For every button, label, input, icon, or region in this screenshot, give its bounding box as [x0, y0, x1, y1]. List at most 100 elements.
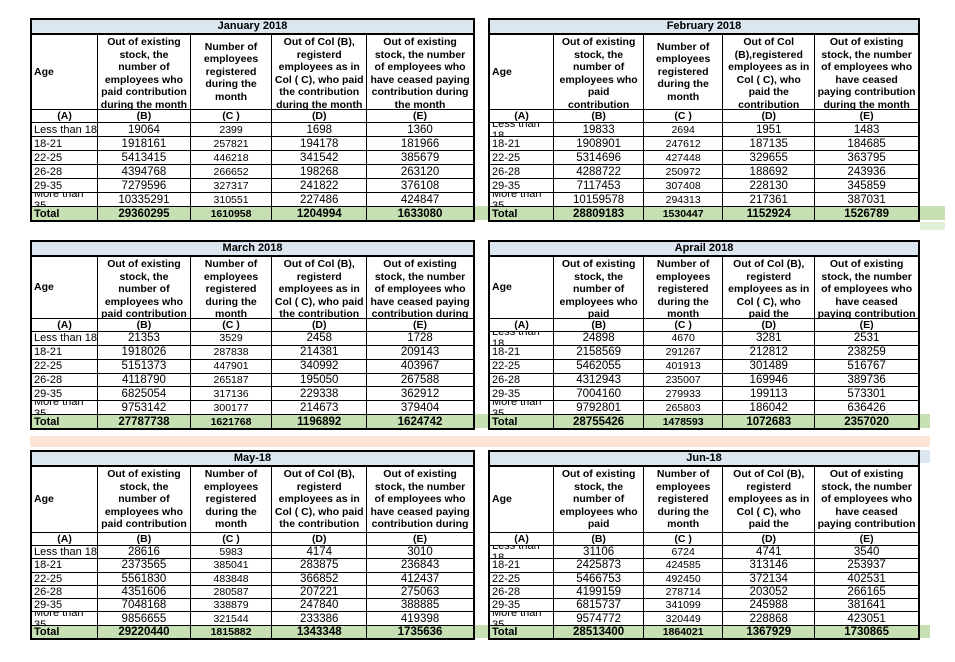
column-header-cell: Out of Col (B), registerd employees as i…	[723, 467, 816, 532]
value-cell: 1908901	[554, 137, 645, 150]
value-cell: 250972	[644, 165, 724, 178]
column-letter-cell: (E)	[413, 533, 428, 545]
column-letter-cell: (D)	[723, 110, 816, 122]
age-cell: More than 35	[32, 193, 99, 206]
value-cell: 573301	[847, 387, 886, 400]
value-cell: 1698	[272, 123, 368, 136]
value-cell: 5462055	[554, 359, 645, 373]
value-cell: 340992	[272, 359, 368, 373]
column-header-cell: Number of employees registered during th…	[191, 257, 273, 318]
column-letter-row: (A) (B) (C ) (D) (E)	[490, 319, 918, 332]
value-cell: 9574772	[554, 612, 645, 625]
value-cell: 19064	[98, 123, 191, 136]
value-cell: 31106	[554, 546, 645, 559]
value-cell: 636426	[847, 401, 886, 414]
total-value-cell: 1730865	[844, 625, 889, 638]
value-cell: 207221	[272, 585, 368, 599]
header-text: Number of employees registered during th…	[656, 258, 711, 318]
column-header-cell: Out of Col (B),registered employees as i…	[723, 35, 816, 109]
column-letter-cell: (C )	[644, 319, 724, 331]
column-letter-row: (A) (B) (C ) (D) (E)	[490, 533, 918, 546]
data-rows: Less than 18 31106 6724 4741 3540 18-21 242587…	[490, 546, 918, 638]
age-column-header: Age	[490, 467, 555, 532]
table-row: 26-28 4351606 280587 207221 275063	[32, 585, 473, 600]
age-cell: 29-35	[490, 387, 555, 401]
value-cell: 301489	[723, 359, 816, 373]
header-text: Number of employees registered during th…	[656, 468, 711, 531]
total-value-cell: 1735636	[397, 625, 443, 638]
age-column-header: Age	[32, 467, 99, 532]
header-text: Out of existing stock, the number of emp…	[100, 36, 188, 109]
header-text: Out of existing stock, the number of emp…	[559, 36, 638, 109]
table-row: 22-25 5314696 427448 329655 363795	[490, 151, 918, 165]
column-letter-cell: (D)	[272, 533, 368, 545]
value-cell: 227486	[272, 193, 368, 206]
header-text: Out of Col (B), registerd employees as i…	[274, 36, 364, 109]
column-letter-cell: (B)	[554, 533, 645, 545]
value-cell: 5413415	[98, 151, 191, 164]
value-cell: 387031	[847, 193, 886, 206]
value-cell: 423051	[847, 612, 886, 625]
month-table-february: February 2018 Age Out of existing stock, t…	[488, 18, 920, 222]
value-cell: 214381	[272, 345, 368, 359]
table-row: 29-35 7004160 279933 199113 573301	[490, 387, 918, 402]
total-row-right-spill-middle	[920, 414, 930, 428]
age-cell: 22-25	[32, 151, 99, 164]
value-cell: 9753142	[98, 401, 191, 415]
value-cell: 385041	[191, 559, 273, 572]
value-cell: 241822	[272, 179, 368, 192]
age-cell: 18-21	[32, 345, 99, 359]
value-cell: 7048168	[98, 599, 191, 612]
age-cell: 18-21	[490, 345, 555, 359]
value-cell: 2458	[272, 332, 368, 345]
value-cell: 203052	[723, 585, 816, 599]
value-cell: 6825054	[98, 387, 191, 401]
header-text: Out of Col (B),registered employees as i…	[728, 36, 810, 109]
value-cell: 184685	[847, 137, 886, 150]
column-letter-cell: (E)	[859, 110, 874, 122]
total-row: Total 28755426 1478593 1072683 2357020	[490, 415, 918, 429]
age-cell: 26-28	[490, 373, 555, 387]
value-cell: 9856655	[98, 612, 191, 625]
total-value-cell: 1196892	[272, 415, 368, 429]
value-cell: 389736	[847, 374, 886, 386]
total-value-cell: 28809183	[554, 207, 645, 220]
total-value-cell: 1864021	[644, 625, 724, 638]
table-row: More than 35 9574772 320449 228868 423051	[490, 612, 918, 626]
month-table-january: January 2018 Age Out of existing stock, th…	[30, 18, 475, 222]
value-cell: 5466753	[554, 572, 645, 585]
age-cell: 18-21	[490, 559, 555, 572]
header-text: Age	[492, 493, 512, 506]
total-label: Total	[32, 207, 99, 220]
value-cell: 235007	[644, 373, 724, 387]
value-cell: 233386	[272, 612, 368, 625]
column-header-cell: Number of employees registered during th…	[644, 467, 724, 532]
title-bar-right-spill	[920, 450, 930, 463]
age-cell: Less than 18	[490, 123, 555, 136]
value-cell: 9792801	[554, 401, 645, 415]
age-cell: Less than 18	[490, 546, 555, 559]
value-cell: 403967	[400, 360, 440, 373]
total-value-cell: 1610958	[191, 207, 273, 220]
value-cell: 217361	[723, 193, 816, 206]
value-cell: 247612	[644, 137, 724, 150]
age-cell: 26-28	[32, 165, 99, 178]
value-cell: 300177	[191, 401, 273, 415]
value-cell: 280587	[191, 585, 273, 599]
header-text: Number of employees registered during th…	[203, 40, 259, 103]
column-letter-row: (A) (B) (C ) (D) (E)	[490, 110, 918, 123]
column-header-row: Age Out of existing stock, the number of …	[32, 257, 473, 319]
column-letter-cell: (D)	[723, 533, 816, 545]
total-value-cell: 27787738	[98, 415, 191, 429]
value-cell: 263120	[400, 165, 440, 178]
value-cell: 401913	[644, 359, 724, 373]
age-column-header: Age	[32, 35, 99, 109]
value-cell: 5983	[191, 546, 273, 559]
table-row: 18-21 1908901 247612 187135 184685	[490, 137, 918, 151]
table-row: More than 35 9792801 265803 186042 636426	[490, 401, 918, 416]
value-cell: 228868	[723, 612, 816, 625]
age-cell: 18-21	[490, 137, 555, 150]
column-letter-row: (A) (B) (C ) (D) (E)	[32, 533, 473, 546]
age-cell: More than 35	[490, 612, 555, 625]
column-letter-row: (A) (B) (C ) (D) (E)	[32, 319, 473, 332]
